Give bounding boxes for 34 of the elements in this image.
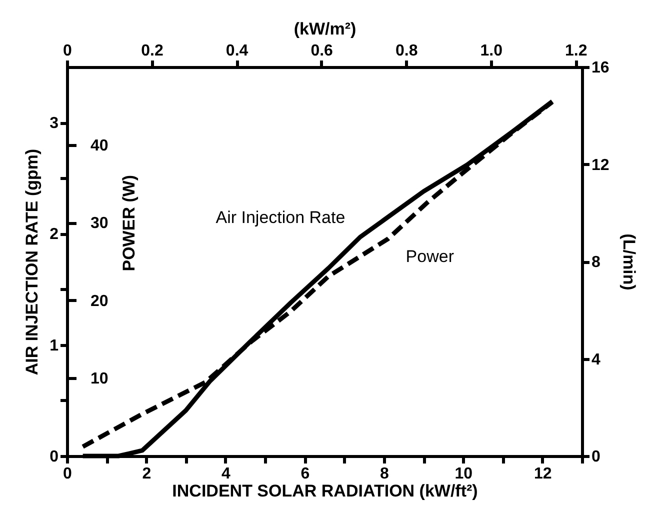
y2-tick-label: 12 <box>592 156 610 174</box>
series-label: Power <box>406 246 454 266</box>
y3-tick-label: 40 <box>90 137 108 154</box>
y-tick-label: 3 <box>50 115 59 132</box>
x2-tick-label: 0 <box>63 42 72 60</box>
y2-tick-label: 4 <box>592 351 600 368</box>
y-axis-title: AIR INJECTION RATE (gpm) <box>22 148 42 376</box>
x2-tick-label: 0.4 <box>226 42 248 60</box>
x-tick-label: 4 <box>222 466 231 482</box>
y3-tick-label: 10 <box>90 370 108 388</box>
y2-axis-title: (L/min) <box>619 234 638 290</box>
x-tick-label: 12 <box>534 466 552 482</box>
x2-tick-label: 0.2 <box>141 42 164 60</box>
x2-tick-label: 0.6 <box>310 42 334 60</box>
x2-tick-label: 1.0 <box>480 42 503 60</box>
x2-tick-label: 0.8 <box>395 42 418 60</box>
y3-tick-label: 30 <box>90 215 108 232</box>
x2-axis-title: (kW/m²) <box>294 20 356 38</box>
x2-tick-label: 1.2 <box>565 42 588 60</box>
y-tick-label: 2 <box>50 226 59 244</box>
y2-tick-label: 0 <box>592 448 600 466</box>
y-tick-label: 0 <box>50 448 59 466</box>
x-tick-label: 0 <box>63 466 72 482</box>
y3-tick-label: 20 <box>90 292 108 310</box>
x-tick-label: 10 <box>454 466 473 482</box>
y2-tick-label: 16 <box>592 60 610 76</box>
y2-tick-label: 8 <box>592 254 600 271</box>
y-tick-label: 1 <box>50 337 59 354</box>
x-tick-label: 6 <box>300 466 310 482</box>
x-axis-title: INCIDENT SOLAR RADIATION (kW/ft²) <box>172 482 478 500</box>
x-tick-label: 2 <box>142 466 152 482</box>
y3-axis-title: POWER (W) <box>120 174 138 272</box>
x-tick-label: 8 <box>380 466 389 482</box>
series-label: Air Injection Rate <box>216 208 346 228</box>
